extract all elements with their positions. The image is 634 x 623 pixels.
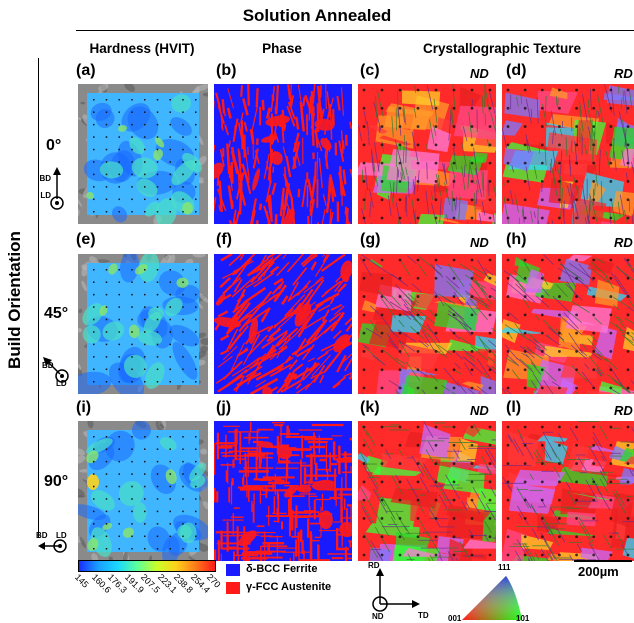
svg-text:BD: BD bbox=[36, 531, 48, 540]
figure-title: Solution Annealed bbox=[0, 6, 634, 26]
austenite-swatch bbox=[226, 582, 240, 594]
texture-dir-nd: ND bbox=[470, 403, 489, 418]
panel-label-g: (g) bbox=[360, 231, 380, 249]
panel-label-a: (a) bbox=[76, 62, 96, 80]
hardness-map bbox=[78, 84, 208, 224]
orientation-glyph-0: BD LD bbox=[40, 165, 74, 215]
column-heading-texture: Crystallographic Texture bbox=[370, 41, 634, 56]
hardness-colorbar bbox=[78, 560, 216, 572]
svg-text:LD: LD bbox=[56, 379, 67, 386]
orientation-glyph-90: BD LD bbox=[34, 528, 76, 554]
panel-label-f: (f) bbox=[216, 231, 232, 249]
ld-text: LD bbox=[40, 191, 51, 200]
phase-map bbox=[214, 254, 352, 394]
texture-dir-rd: RD bbox=[614, 66, 633, 81]
column-heading-phase: Phase bbox=[212, 41, 352, 56]
texture-map bbox=[502, 421, 634, 561]
phase-map bbox=[214, 84, 352, 224]
texture-dir-nd: ND bbox=[470, 235, 489, 250]
row-group-rule bbox=[38, 58, 39, 538]
texture-dir-nd: ND bbox=[470, 66, 489, 81]
row-angle: 45° bbox=[44, 305, 68, 323]
orientation-glyph-45: BD LD bbox=[40, 340, 74, 386]
texture-map bbox=[358, 84, 496, 224]
panel-label-b: (b) bbox=[216, 62, 236, 80]
panel-label-c: (c) bbox=[360, 62, 380, 80]
ferrite-label: δ-BCC Ferrite bbox=[246, 563, 317, 575]
panel-label-d: (d) bbox=[506, 62, 526, 80]
axis-rd-label: RD bbox=[368, 561, 380, 570]
colorbar-tick-label: 145 bbox=[73, 572, 91, 590]
texture-dir-rd: RD bbox=[614, 403, 633, 418]
texture-map bbox=[502, 84, 634, 224]
ipf-111-label: 111 bbox=[498, 563, 510, 572]
panel-label-j: (j) bbox=[216, 399, 231, 417]
scale-bar-label: 200µm bbox=[578, 564, 619, 579]
panel-label-k: (k) bbox=[360, 399, 380, 417]
scale-bar bbox=[574, 560, 632, 562]
axis-nd-label: ND bbox=[372, 612, 384, 621]
row-angle: 0° bbox=[46, 137, 61, 155]
row-group-label: Build Orientation bbox=[5, 215, 25, 385]
panel-label-h: (h) bbox=[506, 231, 526, 249]
ferrite-swatch bbox=[226, 564, 240, 576]
texture-map bbox=[358, 254, 496, 394]
austenite-label: γ-FCC Austenite bbox=[246, 581, 331, 593]
bd-text: BD bbox=[40, 174, 51, 183]
column-heading-hardness: Hardness (HVIT) bbox=[72, 41, 212, 56]
axis-td-label: TD bbox=[418, 611, 429, 620]
row-angle: 90° bbox=[44, 473, 68, 491]
title-rule bbox=[76, 30, 634, 31]
hardness-map bbox=[78, 254, 208, 394]
svg-text:BD: BD bbox=[42, 361, 54, 370]
texture-map bbox=[358, 421, 496, 561]
texture-map bbox=[502, 254, 634, 394]
phase-map bbox=[214, 421, 352, 561]
hardness-map bbox=[78, 421, 208, 561]
svg-text:LD: LD bbox=[56, 531, 67, 540]
panel-label-l: (l) bbox=[506, 399, 521, 417]
texture-dir-rd: RD bbox=[614, 235, 633, 250]
panel-label-i: (i) bbox=[76, 399, 91, 417]
panel-label-e: (e) bbox=[76, 231, 96, 249]
